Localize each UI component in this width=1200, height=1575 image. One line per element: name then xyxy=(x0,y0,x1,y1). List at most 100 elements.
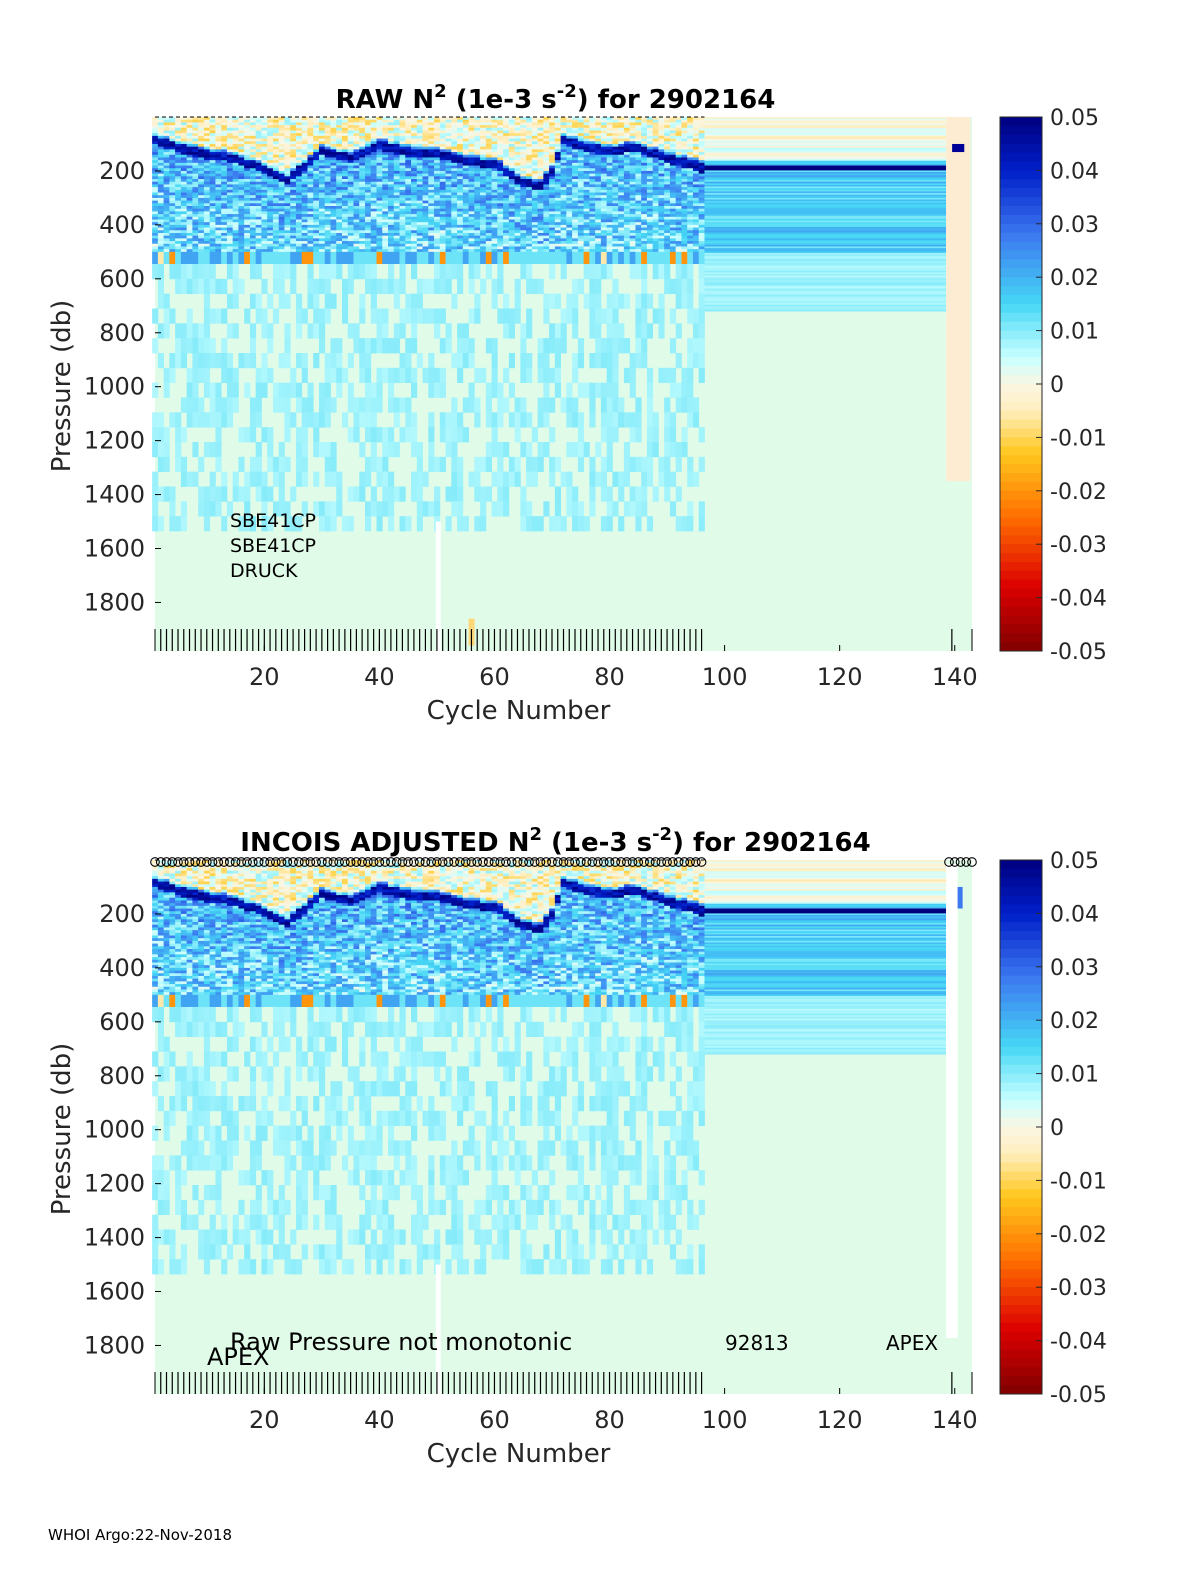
heat-cell xyxy=(313,249,320,253)
heat-cell xyxy=(215,133,222,137)
heat-cell xyxy=(290,135,297,139)
heat-cell xyxy=(485,238,492,242)
heat-cell xyxy=(347,222,354,226)
heat-cell xyxy=(508,235,515,239)
heat-cell xyxy=(491,195,498,199)
heat-cell xyxy=(422,149,429,153)
heat-cell xyxy=(393,246,400,250)
heat-cell xyxy=(295,214,303,218)
heat-cell xyxy=(192,152,199,156)
heat-cell xyxy=(359,165,366,169)
heat-cell xyxy=(365,189,372,193)
heat-cell xyxy=(255,173,262,177)
heat-cell xyxy=(152,251,159,264)
heat-cell xyxy=(566,501,573,517)
heat-cell xyxy=(405,138,412,142)
heat-cell xyxy=(353,187,360,191)
heat-cell xyxy=(157,135,165,139)
heat-cell xyxy=(215,232,222,237)
heat-cell xyxy=(497,130,504,134)
heat-cell xyxy=(439,184,446,188)
heat-cell xyxy=(474,162,481,166)
heat-cell xyxy=(175,149,182,153)
heat-cell xyxy=(508,200,515,204)
heat-cell xyxy=(514,397,521,413)
heat-cell xyxy=(416,249,423,253)
heat-cell xyxy=(422,232,429,237)
heat-cell xyxy=(186,135,193,139)
heat-cell xyxy=(226,152,234,156)
heat-cell xyxy=(428,208,435,212)
heat-cell xyxy=(198,122,205,126)
heat-cell xyxy=(284,352,291,369)
heat-cell xyxy=(163,170,170,175)
heat-cell xyxy=(232,179,239,183)
heat-cell xyxy=(180,157,188,161)
heat-cell xyxy=(215,168,222,172)
heat-cell xyxy=(278,293,285,309)
heat-cell xyxy=(324,179,331,183)
heat-cell xyxy=(336,203,343,207)
heat-cell xyxy=(508,219,515,223)
heat-cell xyxy=(531,130,539,134)
heat-cell xyxy=(428,149,435,153)
heat-cell xyxy=(284,200,291,204)
heat-cell xyxy=(589,157,596,161)
heat-cell xyxy=(439,141,446,145)
heat-cell xyxy=(497,170,504,175)
heat-cell xyxy=(244,157,251,161)
heat-cell xyxy=(600,352,608,369)
heat-cell xyxy=(152,125,159,129)
heat-cell xyxy=(612,338,619,354)
heat-cell xyxy=(388,338,395,354)
heat-cell xyxy=(474,149,481,153)
heat-cell xyxy=(388,516,395,532)
heat-cell xyxy=(589,235,596,239)
heat-cell xyxy=(284,184,291,188)
heat-cell xyxy=(365,122,372,126)
heat-cell xyxy=(497,176,504,180)
heat-cell xyxy=(457,338,464,354)
heat-cell xyxy=(537,397,544,413)
heat-cell xyxy=(324,143,331,148)
heat-cell xyxy=(186,117,193,121)
heat-cell xyxy=(508,127,515,131)
heat-cell xyxy=(278,232,285,237)
heat-cell xyxy=(261,235,268,239)
heat-cell xyxy=(169,184,176,188)
heat-cell xyxy=(560,251,567,264)
heat-cell xyxy=(549,251,556,264)
heat-cell xyxy=(209,181,216,185)
heat-cell xyxy=(215,173,222,177)
heat-cell xyxy=(175,243,182,247)
heat-cell xyxy=(445,486,452,502)
heat-cell xyxy=(272,119,280,123)
heat-cell xyxy=(278,208,285,212)
heat-cell xyxy=(169,216,176,220)
heat-cell xyxy=(416,216,423,220)
heat-cell xyxy=(284,149,291,153)
heat-cell xyxy=(393,197,400,202)
heat-cell xyxy=(284,119,291,123)
heat-cell xyxy=(221,219,228,223)
heat-cell xyxy=(347,200,354,204)
heat-cell xyxy=(606,219,613,223)
heat-cell xyxy=(491,246,498,250)
heat-cell xyxy=(272,219,280,223)
heat-cell xyxy=(347,516,354,532)
heat-cell xyxy=(267,219,274,223)
heat-cell xyxy=(295,184,303,188)
heat-cell xyxy=(267,441,274,458)
heat-cell xyxy=(595,189,602,193)
heat-cell xyxy=(175,146,182,150)
heat-cell xyxy=(324,367,331,384)
heat-cell xyxy=(370,165,377,169)
heat-cell xyxy=(497,141,504,145)
heat-cell xyxy=(175,125,182,129)
heat-cell xyxy=(572,141,579,145)
heat-cell xyxy=(531,251,539,264)
heat-cell xyxy=(307,165,314,169)
heat-cell xyxy=(554,367,562,384)
heat-cell xyxy=(416,486,423,502)
heat-cell xyxy=(462,117,469,121)
